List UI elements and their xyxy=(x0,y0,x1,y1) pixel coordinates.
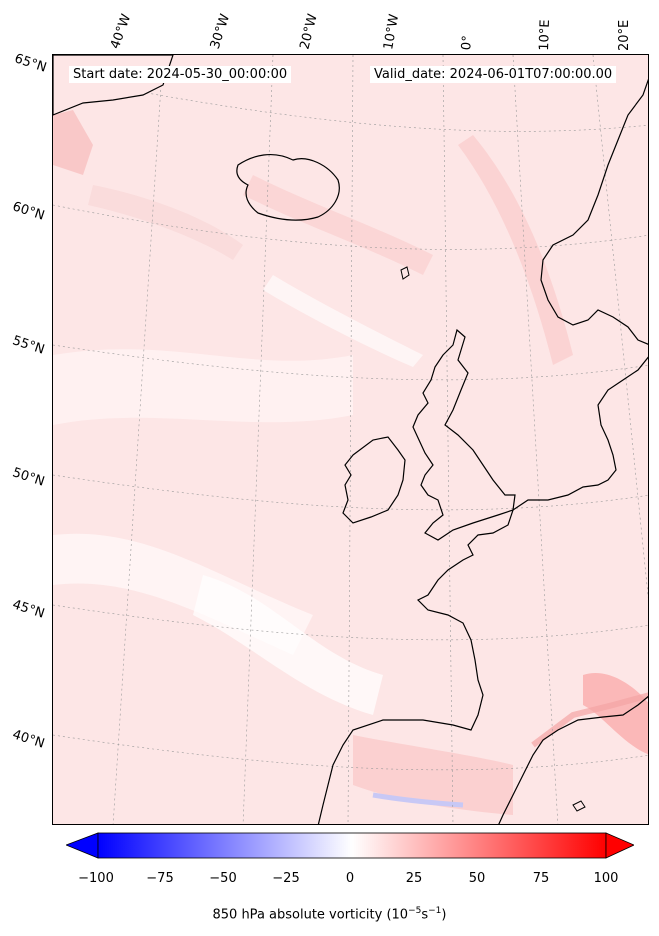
cbar-tick: −100 xyxy=(78,871,114,886)
lat-label-50n: 50°N xyxy=(10,465,47,490)
lon-label-40w: 40°W xyxy=(107,12,135,51)
lon-label-10e: 10°E xyxy=(537,19,554,51)
colorbar-label-exp2: −1 xyxy=(428,906,442,916)
european-coastline xyxy=(317,356,648,824)
mediterranean-coast xyxy=(498,695,648,824)
valid-date-label: Valid_date: 2024-06-01T07:00:00.00 xyxy=(370,66,617,83)
lon-label-20e: 20°E xyxy=(617,19,632,51)
map-panel xyxy=(52,54,649,825)
colorbar-label-end: ) xyxy=(441,907,447,923)
norway-coast xyxy=(540,78,648,345)
lat-label-60n: 60°N xyxy=(10,199,47,224)
lon-label-30w: 30°W xyxy=(207,12,234,51)
lat-label-55n: 55°N xyxy=(10,333,47,358)
iceland-outline xyxy=(236,153,340,221)
colorbar xyxy=(66,832,634,859)
cbar-tick: −50 xyxy=(209,871,237,886)
lon-label-10w: 10°W xyxy=(381,13,403,52)
ireland-outline xyxy=(342,436,406,524)
lon-label-20w: 20°W xyxy=(297,12,321,51)
cbar-tick: 75 xyxy=(532,871,550,886)
lat-label-40n: 40°N xyxy=(10,727,47,752)
cbar-tick: 100 xyxy=(593,871,619,886)
colorbar-label: 850 hPa absolute vorticity (10−5s−1) xyxy=(0,906,659,922)
vorticity-field xyxy=(53,55,648,824)
great-britain-outline xyxy=(412,328,516,541)
cbar-tick: −25 xyxy=(272,871,300,886)
lat-label-45n: 45°N xyxy=(10,597,47,622)
start-date-label: Start date: 2024-05-30_00:00:00 xyxy=(69,66,292,83)
colorbar-label-mid: s xyxy=(421,907,429,923)
colorbar-label-exp1: −5 xyxy=(408,906,422,916)
colorbar-label-text: 850 hPa absolute vorticity (10 xyxy=(212,907,409,923)
cbar-tick: 0 xyxy=(345,871,355,886)
lon-label-0: 0° xyxy=(459,34,476,51)
cbar-tick: 50 xyxy=(468,871,486,886)
cbar-tick: −75 xyxy=(146,871,174,886)
lat-label-65n: 65°N xyxy=(12,51,49,76)
cbar-tick: 25 xyxy=(405,871,423,886)
